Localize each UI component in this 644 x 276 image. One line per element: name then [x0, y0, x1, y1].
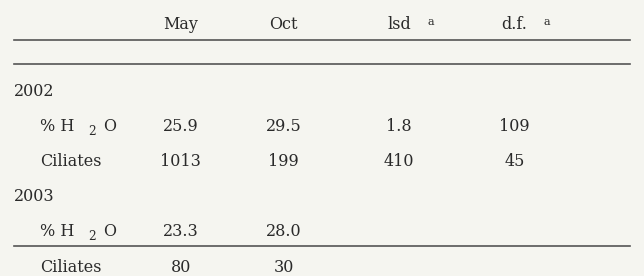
Text: % H: % H	[40, 223, 74, 240]
Text: 2002: 2002	[14, 83, 55, 100]
Text: 109: 109	[499, 118, 529, 135]
Text: May: May	[164, 16, 198, 33]
Text: 45: 45	[504, 153, 525, 170]
Text: 410: 410	[384, 153, 414, 170]
Text: 1.8: 1.8	[386, 118, 412, 135]
Text: O: O	[102, 118, 116, 135]
Text: a: a	[428, 17, 435, 27]
Text: d.f.: d.f.	[502, 16, 527, 33]
Text: 29.5: 29.5	[266, 118, 301, 135]
Text: 2: 2	[88, 230, 95, 243]
Text: 2: 2	[88, 124, 95, 137]
Text: 25.9: 25.9	[163, 118, 199, 135]
Text: O: O	[102, 223, 116, 240]
Text: a: a	[544, 17, 550, 27]
Text: 23.3: 23.3	[163, 223, 199, 240]
Text: Oct: Oct	[269, 16, 298, 33]
Text: 1013: 1013	[160, 153, 202, 170]
Text: Ciliates: Ciliates	[40, 153, 101, 170]
Text: 30: 30	[273, 259, 294, 275]
Text: Ciliates: Ciliates	[40, 259, 101, 275]
Text: lsd: lsd	[387, 16, 411, 33]
Text: 199: 199	[268, 153, 299, 170]
Text: 80: 80	[171, 259, 191, 275]
Text: 2003: 2003	[14, 188, 55, 205]
Text: % H: % H	[40, 118, 74, 135]
Text: 28.0: 28.0	[266, 223, 301, 240]
